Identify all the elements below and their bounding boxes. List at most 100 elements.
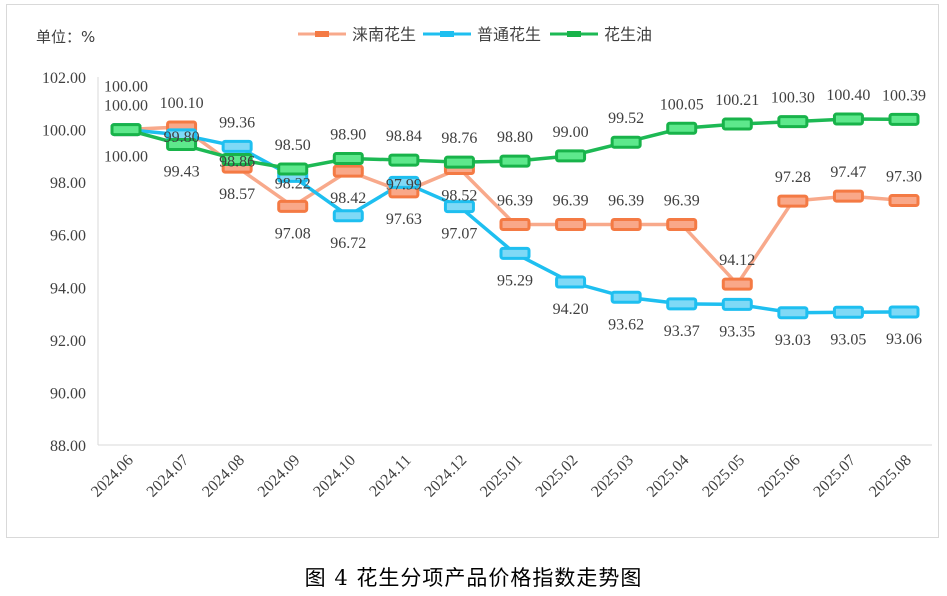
data-label: 98.86 — [219, 154, 255, 171]
data-label: 100.21 — [715, 92, 759, 109]
data-marker — [610, 290, 642, 304]
data-marker — [666, 121, 698, 135]
x-tick-label: 2024.08 — [199, 452, 248, 501]
data-marker — [388, 153, 420, 167]
data-label: 96.39 — [664, 192, 700, 209]
y-tick-label: 102.00 — [42, 70, 86, 87]
y-tick-label: 100.00 — [42, 123, 86, 140]
data-marker — [888, 194, 920, 208]
data-label: 93.03 — [775, 332, 811, 349]
legend-label: 涞南花生 — [352, 25, 416, 44]
data-label: 98.84 — [386, 128, 422, 145]
data-marker — [610, 217, 642, 231]
data-label: 96.39 — [497, 192, 533, 209]
data-label: 97.08 — [275, 225, 311, 242]
data-marker — [721, 297, 753, 311]
y-tick-label: 94.00 — [50, 280, 86, 297]
data-marker — [166, 138, 198, 152]
data-marker — [443, 200, 475, 214]
data-marker — [388, 175, 420, 189]
data-label: 100.00 — [104, 149, 148, 166]
data-label: 99.00 — [553, 124, 589, 141]
data-label: 99.36 — [219, 114, 255, 131]
data-label: 100.05 — [660, 96, 704, 113]
legend-label: 普通花生 — [477, 25, 541, 44]
data-label: 93.62 — [608, 316, 644, 333]
data-marker — [721, 117, 753, 131]
data-label: 95.29 — [497, 272, 533, 289]
x-tick-label: 2025.01 — [477, 452, 526, 501]
data-marker — [221, 139, 253, 153]
data-marker — [332, 209, 364, 223]
data-label: 98.22 — [275, 175, 311, 192]
data-label: 100.40 — [826, 87, 870, 104]
y-tick-label: 96.00 — [50, 228, 86, 245]
data-marker — [277, 199, 309, 213]
chart-frame — [6, 4, 939, 538]
y-tick-label: 92.00 — [50, 333, 86, 350]
data-marker — [777, 306, 809, 320]
data-label: 99.80 — [164, 129, 200, 146]
data-marker — [332, 151, 364, 165]
data-marker — [777, 115, 809, 129]
legend-marker — [567, 31, 581, 37]
data-label: 97.47 — [830, 164, 866, 181]
data-label: 100.00 — [104, 98, 148, 115]
data-marker — [332, 164, 364, 178]
y-tick-label: 88.00 — [50, 438, 86, 455]
x-tick-label: 2024.11 — [366, 452, 414, 500]
x-tick-label: 2025.03 — [588, 452, 637, 501]
data-label: 93.35 — [719, 323, 755, 340]
chart-caption: 图 4 花生分项产品价格指数走势图 — [304, 566, 643, 590]
legend-label: 花生油 — [604, 25, 652, 44]
y-tick-label: 98.00 — [50, 175, 86, 192]
data-marker — [832, 189, 864, 203]
data-label: 98.50 — [275, 137, 311, 154]
data-marker — [277, 162, 309, 176]
data-label: 97.99 — [386, 176, 422, 193]
data-marker — [555, 217, 587, 231]
data-label: 98.42 — [330, 190, 366, 207]
data-label: 93.37 — [664, 323, 700, 340]
data-label: 97.07 — [441, 226, 477, 243]
x-tick-label: 2024.09 — [255, 452, 304, 501]
data-label: 100.30 — [771, 90, 815, 107]
data-label: 98.80 — [497, 129, 533, 146]
data-marker — [499, 217, 531, 231]
x-tick-label: 2025.08 — [866, 452, 915, 501]
data-marker — [610, 135, 642, 149]
data-marker — [499, 246, 531, 260]
data-label: 98.76 — [441, 130, 477, 147]
data-label: 98.52 — [441, 187, 477, 204]
data-label: 96.39 — [553, 192, 589, 209]
x-tick-label: 2025.05 — [699, 452, 748, 501]
data-marker — [888, 305, 920, 319]
x-tick-label: 2025.07 — [810, 452, 859, 501]
x-tick-label: 2024.12 — [421, 452, 470, 501]
x-tick-label: 2024.07 — [144, 452, 193, 501]
y-tick-label: 90.00 — [50, 385, 86, 402]
data-label: 100.10 — [160, 95, 204, 112]
data-label: 97.28 — [775, 169, 811, 186]
x-tick-label: 2025.02 — [533, 452, 582, 501]
legend-marker — [315, 31, 329, 37]
data-marker — [666, 217, 698, 231]
data-marker — [777, 194, 809, 208]
data-marker — [221, 153, 253, 167]
data-label: 94.12 — [719, 252, 755, 269]
data-label: 100.00 — [104, 79, 148, 96]
data-label: 93.06 — [886, 331, 922, 348]
data-label: 99.52 — [608, 110, 644, 127]
data-marker — [110, 123, 142, 137]
data-marker — [499, 154, 531, 168]
data-label: 97.30 — [886, 169, 922, 186]
data-label: 96.39 — [608, 192, 644, 209]
data-marker — [888, 112, 920, 126]
data-label: 93.05 — [830, 331, 866, 348]
data-label: 98.90 — [330, 126, 366, 143]
legend-marker — [440, 31, 454, 37]
data-marker — [832, 112, 864, 126]
data-label: 98.57 — [219, 186, 255, 203]
x-tick-label: 2024.06 — [88, 452, 137, 501]
